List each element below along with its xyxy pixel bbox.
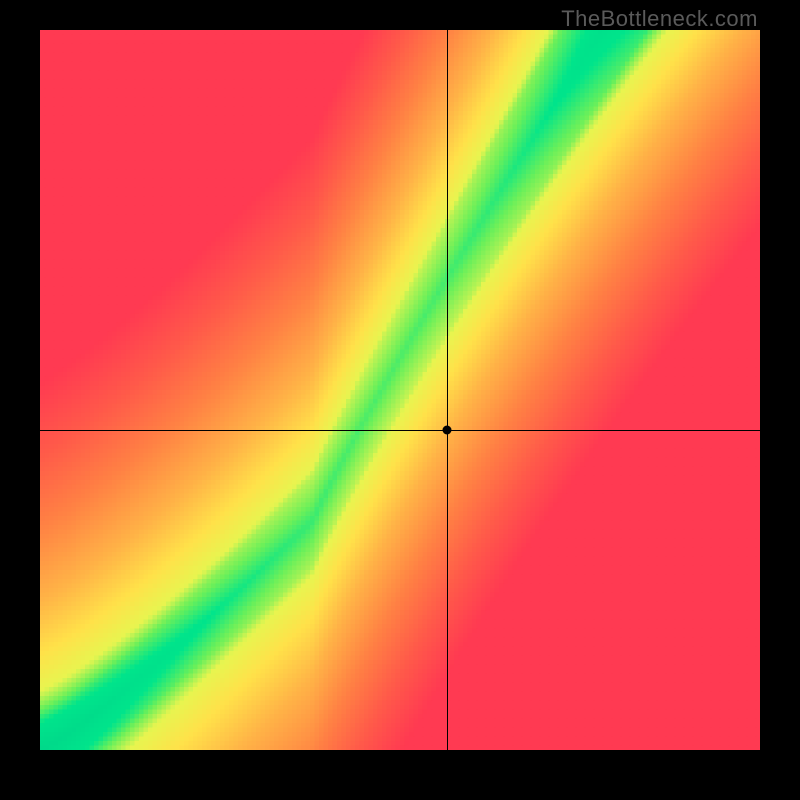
chart-container: TheBottleneck.com <box>0 0 800 800</box>
plot-area <box>40 30 760 750</box>
heatmap-canvas <box>40 30 760 750</box>
crosshair-marker <box>442 425 451 434</box>
crosshair-vertical <box>447 30 448 750</box>
watermark-text: TheBottleneck.com <box>561 6 758 32</box>
crosshair-horizontal <box>40 430 760 431</box>
